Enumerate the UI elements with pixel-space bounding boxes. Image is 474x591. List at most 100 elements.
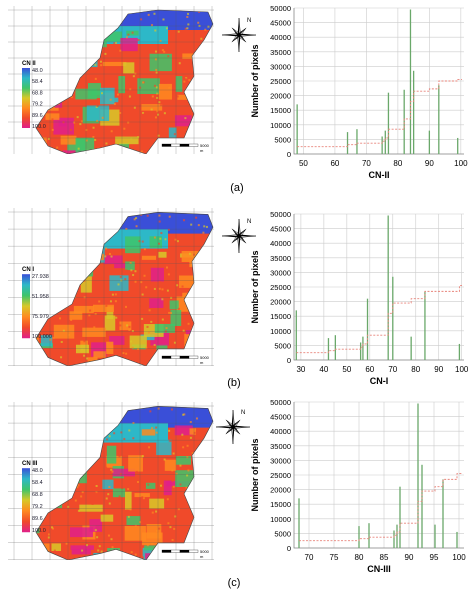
cumulative-line: [296, 285, 462, 354]
compass-svg: N: [215, 409, 251, 445]
y-tick-label: 10000: [270, 515, 291, 524]
y-tick-label: 0: [287, 356, 291, 365]
y-tick-label: 30000: [270, 268, 291, 277]
x-tick-label: 80: [355, 553, 364, 562]
panel-b: CN I 27.938 51.958 75.979 100.000 5000 m N 0 50…: [0, 203, 474, 396]
y-tick-label: 50000: [270, 210, 291, 219]
histogram-c: 0 5000 10000 15000 20000 25000 30000 35000 40000…: [246, 396, 468, 581]
panel-c: CN III 48.0 58.4 68.8 79.2 89.6 100.0 5000 m N 0…: [0, 396, 474, 591]
legend-value: 100.000: [32, 334, 52, 340]
y-axis-label: Number of pixels: [250, 438, 260, 511]
y-tick-label: 25000: [270, 471, 291, 480]
scale-unit-label: m: [200, 554, 204, 559]
x-tick-label: 100: [455, 365, 468, 374]
compass-rose-icon: N: [218, 215, 260, 257]
y-tick-label: 5000: [274, 135, 291, 144]
legend-value: 79.2: [32, 504, 43, 510]
cumulative-line: [299, 473, 462, 542]
y-tick-label: 35000: [270, 48, 291, 57]
x-tick-label: 75: [330, 553, 339, 562]
compass-rose-icon: N: [218, 14, 260, 56]
x-axis-label: CN-I: [370, 376, 389, 386]
y-tick-label: 35000: [270, 442, 291, 451]
x-tick-label: 60: [330, 159, 339, 168]
legend-value: 100.0: [32, 528, 46, 534]
y-tick-label: 35000: [270, 254, 291, 263]
cn-map-b: CN I 27.938 51.958 75.979 100.000 5000 m: [8, 208, 214, 366]
y-tick-label: 25000: [270, 283, 291, 292]
histogram-a: 0 5000 10000 15000 20000 25000 30000 35000 40000…: [246, 2, 468, 187]
histogram-svg: 0 5000 10000 15000 20000 25000 30000 35000 40000…: [250, 4, 468, 180]
histogram-svg: 0 5000 10000 15000 20000 25000 30000 35000 40000…: [250, 210, 469, 386]
y-tick-label: 50000: [270, 398, 291, 407]
y-tick-label: 40000: [270, 33, 291, 42]
axis-line: [293, 214, 464, 361]
y-tick-label: 30000: [270, 456, 291, 465]
legend-value: 27.938: [32, 274, 49, 280]
legend-value: 68.8: [32, 90, 43, 96]
x-tick-label: 80: [411, 365, 420, 374]
legend-value: 58.4: [32, 480, 43, 486]
y-tick-label: 25000: [270, 77, 291, 86]
y-tick-label: 20000: [270, 486, 291, 495]
compass-svg: N: [221, 17, 257, 53]
legend-value: 48.0: [32, 68, 43, 74]
scale-unit-label: m: [200, 148, 204, 153]
x-tick-label: 90: [405, 553, 414, 562]
y-tick-label: 45000: [270, 225, 291, 234]
x-tick-label: 50: [299, 159, 308, 168]
legend-value: 89.6: [32, 516, 43, 522]
cumulative-line: [297, 79, 462, 148]
x-tick-label: 100: [454, 159, 468, 168]
x-tick-label: 80: [393, 159, 402, 168]
y-tick-label: 15000: [270, 500, 291, 509]
legend-title: CN III: [22, 461, 38, 467]
legend-value: 51.958: [32, 294, 49, 300]
legend-value: 58.4: [32, 79, 43, 85]
scale-end-label: 5000: [200, 355, 210, 360]
legend-value: 100.0: [32, 124, 46, 130]
cn-map-c: CN III 48.0 58.4 68.8 79.2 89.6 100.0 5000 m: [8, 402, 214, 560]
y-tick-label: 40000: [270, 427, 291, 436]
x-tick-label: 60: [365, 365, 374, 374]
x-tick-label: 40: [319, 365, 328, 374]
x-tick-label: 90: [425, 159, 434, 168]
compass-north-label: N: [247, 219, 251, 225]
y-tick-label: 45000: [270, 413, 291, 422]
legend-value: 68.8: [32, 492, 43, 498]
y-tick-label: 30000: [270, 62, 291, 71]
y-axis-label: Number of pixels: [250, 44, 260, 117]
y-tick-label: 10000: [270, 327, 291, 336]
compass-rose-icon: N: [212, 406, 254, 448]
y-tick-label: 5000: [274, 341, 291, 350]
panel-label-c: (c): [227, 577, 241, 589]
legend-title: CN I: [22, 267, 34, 273]
x-axis-label: CN-II: [369, 170, 390, 180]
y-tick-label: 0: [287, 150, 291, 159]
x-axis-label: CN-III: [367, 564, 391, 574]
panel-label-a: (a): [230, 182, 244, 194]
legend-value: 89.6: [32, 113, 43, 119]
y-tick-label: 20000: [270, 298, 291, 307]
x-tick-label: 100: [452, 553, 466, 562]
histogram-b: 0 5000 10000 15000 20000 25000 30000 35000 40000…: [246, 208, 469, 393]
y-tick-label: 0: [287, 544, 291, 553]
axis-line: [293, 402, 464, 549]
panel-label-b: (b): [227, 377, 241, 389]
y-tick-label: 10000: [270, 121, 291, 130]
axis-line: [293, 8, 464, 155]
x-tick-label: 50: [342, 365, 351, 374]
y-tick-label: 40000: [270, 239, 291, 248]
cn-map-a: CN II 48.0 58.4 68.8 79.2 89.6 100.0 5000 m: [8, 6, 214, 154]
map-raster: [36, 212, 213, 366]
compass-north-label: N: [247, 18, 251, 24]
x-tick-label: 95: [430, 553, 439, 562]
